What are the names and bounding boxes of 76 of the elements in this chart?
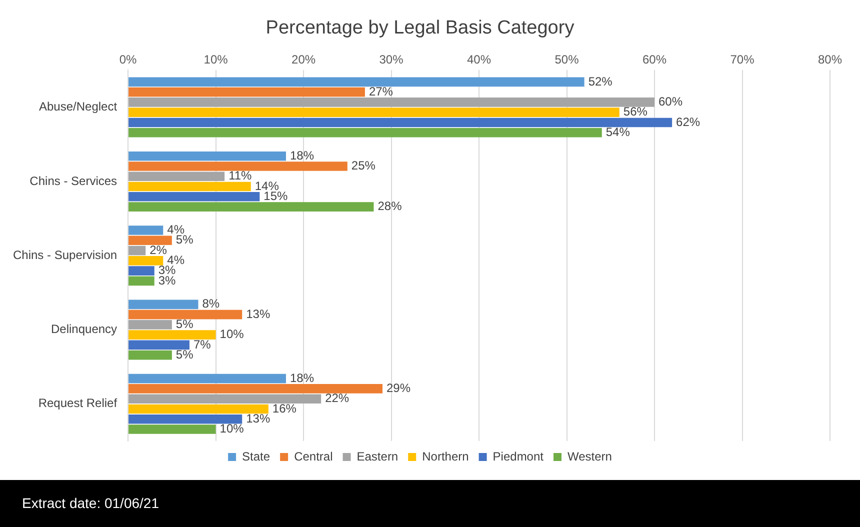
legend-label: State: [242, 449, 270, 464]
data-label: 7%: [193, 337, 212, 352]
data-label: 11%: [228, 168, 252, 183]
bar: [128, 162, 348, 171]
y-tick-label: Abuse/Neglect: [39, 100, 118, 114]
legend-label: Central: [294, 449, 333, 464]
data-label: 18%: [290, 148, 314, 162]
legend-label: Northern: [422, 449, 469, 464]
x-tick-label: 20%: [292, 52, 316, 66]
data-label: 54%: [606, 124, 630, 139]
x-tick-label: 70%: [730, 52, 755, 66]
y-tick-label: Chins - Supervision: [13, 248, 118, 262]
bar: [128, 182, 251, 192]
bar: [128, 128, 602, 138]
x-tick-label: 40%: [467, 52, 492, 66]
x-tick-label: 30%: [379, 52, 404, 66]
bar: [128, 202, 374, 212]
bar: [128, 108, 620, 118]
data-label: 8%: [202, 296, 220, 311]
data-label: 62%: [676, 114, 700, 129]
data-label: 10%: [220, 327, 244, 342]
bar: [128, 256, 164, 266]
data-label: 52%: [588, 74, 613, 88]
data-label: 2%: [150, 242, 168, 257]
x-tick-label: 80%: [818, 52, 842, 66]
data-label: 27%: [368, 84, 394, 98]
data-label: 16%: [272, 401, 297, 416]
bar: [128, 330, 216, 340]
data-label: 56%: [623, 104, 648, 119]
bar: [128, 414, 242, 424]
bar: [128, 300, 198, 310]
data-label: 22%: [325, 391, 350, 406]
data-label: 5%: [176, 347, 194, 362]
y-tick-label: Chins - Services: [30, 174, 118, 188]
data-label: 5%: [176, 317, 194, 332]
data-label: 29%: [386, 381, 411, 396]
x-tick-label: 60%: [642, 52, 667, 66]
bar: [128, 77, 584, 87]
legend-label: Piedmont: [492, 449, 544, 464]
data-label: 28%: [378, 199, 402, 214]
data-label: 25%: [351, 158, 376, 173]
bar: [128, 236, 172, 246]
bar: [128, 87, 365, 97]
x-tick-label: 10%: [204, 52, 228, 66]
bar: [128, 98, 655, 107]
data-label: 10%: [220, 422, 244, 436]
bar: [128, 340, 190, 350]
x-tick-label: 0%: [119, 52, 138, 66]
bar: [128, 404, 268, 414]
y-tick-label: Delinquency: [51, 322, 118, 336]
y-tick-label: Request Relief: [38, 396, 118, 410]
bar: [128, 266, 154, 276]
bar: [128, 374, 286, 384]
chart-title: Percentage by Legal Basis Category: [266, 18, 575, 39]
text: Extract date: 01/06/21: [0, 480, 860, 527]
data-label: 13%: [246, 411, 270, 426]
bar: [128, 226, 164, 235]
bar: [128, 151, 286, 161]
bar: [128, 310, 242, 320]
data-label: 13%: [246, 306, 270, 321]
bar: [128, 424, 216, 434]
bar: [128, 118, 672, 128]
legend-label: Western: [567, 449, 612, 464]
bar: [128, 246, 146, 256]
x-tick-label: 50%: [554, 52, 580, 66]
bar: [128, 350, 172, 360]
bar: [128, 172, 225, 182]
data-label: 5%: [176, 232, 194, 247]
bar: [128, 192, 260, 202]
bar: [128, 320, 172, 330]
data-label: 60%: [658, 94, 683, 109]
legend-label: Eastern: [356, 449, 398, 464]
bar: [128, 394, 322, 404]
bar: [128, 384, 383, 394]
bar: [128, 276, 154, 286]
data-label: 18%: [290, 370, 314, 385]
